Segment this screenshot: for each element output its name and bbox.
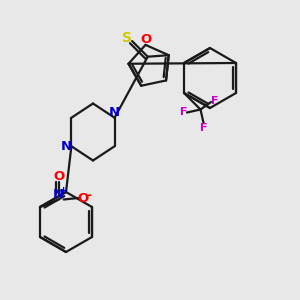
Text: F: F	[180, 107, 187, 118]
Text: +: +	[59, 185, 68, 196]
Text: N: N	[109, 106, 120, 119]
Text: F: F	[200, 123, 207, 134]
Text: F: F	[211, 95, 218, 106]
Text: O: O	[140, 33, 151, 46]
Text: O: O	[78, 191, 89, 205]
Text: N: N	[60, 140, 72, 153]
Text: O: O	[53, 170, 64, 183]
Text: S: S	[122, 31, 132, 44]
Text: N: N	[53, 188, 64, 201]
Text: -: -	[86, 188, 91, 202]
